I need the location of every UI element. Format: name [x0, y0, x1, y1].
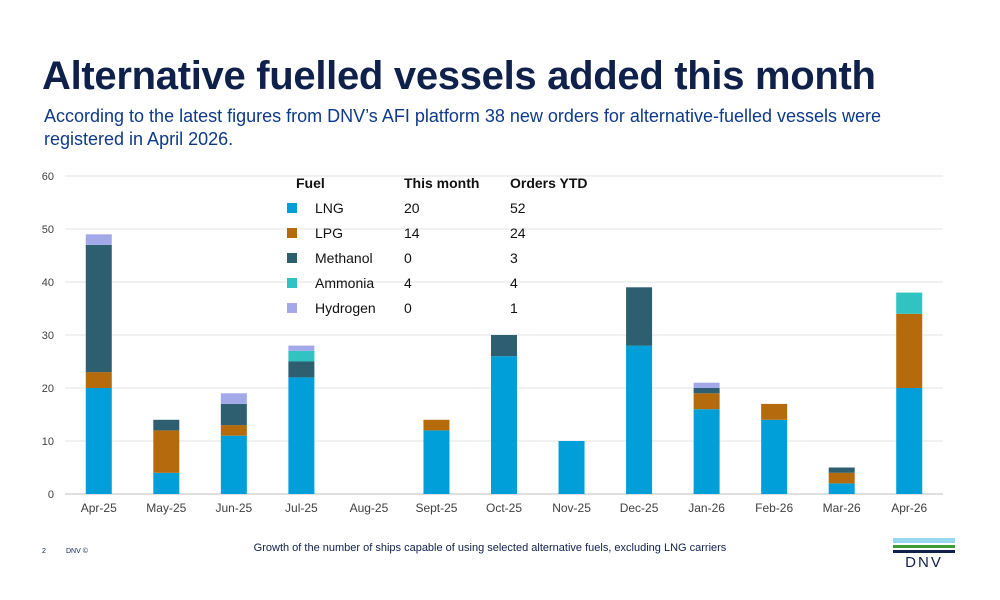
y-tick-label: 50	[42, 224, 54, 236]
legend-swatch	[287, 203, 297, 213]
legend-swatch	[287, 278, 297, 288]
y-tick-label: 40	[42, 277, 54, 289]
legend-header: Orders YTD	[510, 175, 588, 191]
bars	[85, 234, 923, 494]
y-tick-label: 30	[42, 330, 54, 342]
page-subtitle: According to the latest figures from DNV…	[44, 106, 882, 149]
legend-fuel: LNG	[315, 200, 344, 216]
bar-segment	[288, 361, 315, 378]
bar-segment	[153, 430, 180, 473]
bar-segment	[693, 409, 720, 494]
bar-segment	[220, 393, 247, 404]
x-tick-label: Apr-25	[81, 501, 117, 515]
x-tick-label: Oct-25	[486, 501, 522, 515]
x-tick-label: Jan-26	[688, 501, 725, 515]
bar-segment	[288, 350, 315, 362]
bar-segment	[220, 425, 247, 436]
page-title: Alternative fuelled vessels added this m…	[42, 54, 876, 98]
bar-segment	[288, 345, 315, 351]
bar-segment	[85, 388, 112, 494]
bar-segment	[85, 234, 112, 245]
bar-segment	[423, 419, 450, 431]
x-tick-label: Mar-26	[823, 501, 861, 515]
legend-fuel: Ammonia	[315, 275, 374, 291]
x-tick-label: Aug-25	[350, 501, 389, 515]
bar-segment	[828, 483, 855, 494]
legend-ytd: 52	[510, 200, 526, 216]
legend-this-month: 0	[404, 300, 412, 316]
legend-ytd: 24	[510, 225, 526, 241]
x-tick-label: Jul-25	[285, 501, 318, 515]
legend-fuel: Hydrogen	[315, 300, 376, 316]
bar-segment	[626, 287, 653, 346]
bar-segment	[85, 244, 112, 373]
bar-segment	[288, 377, 315, 494]
bar-segment	[693, 393, 720, 410]
chart-caption: Growth of the number of ships capable of…	[253, 542, 727, 554]
bar-segment	[693, 382, 720, 388]
logo-stripe-light	[893, 538, 955, 543]
copyright-text: DNV ©	[66, 548, 88, 555]
bar-segment	[896, 313, 923, 388]
logo-stripe-dark	[893, 550, 955, 553]
bar-segment	[491, 356, 517, 494]
y-tick-label: 60	[42, 171, 54, 183]
page-number: 2	[42, 548, 46, 555]
legend-swatch	[287, 228, 297, 238]
x-tick-label: May-25	[146, 501, 186, 515]
y-tick-label: 0	[48, 489, 54, 501]
legend-swatch	[287, 253, 297, 263]
y-tick-label: 20	[42, 383, 54, 395]
x-tick-label: Nov-25	[552, 501, 591, 515]
x-tick-label: Jun-25	[215, 501, 252, 515]
bar-segment	[423, 430, 450, 494]
legend-header: Fuel	[296, 175, 325, 191]
bar-segment	[896, 292, 923, 314]
bar-segment	[761, 403, 788, 420]
x-tick-label: Feb-26	[755, 501, 793, 515]
bar-segment	[491, 335, 517, 357]
bar-segment	[761, 419, 788, 494]
legend-ytd: 4	[510, 275, 518, 291]
bar-segment	[558, 441, 585, 494]
bar-segment	[626, 345, 653, 494]
bar-segment	[828, 472, 855, 484]
logo-text: DNV	[905, 554, 943, 571]
legend-this-month: 4	[404, 275, 412, 291]
x-tick-label: Apr-26	[891, 501, 927, 515]
bar-segment	[220, 435, 247, 494]
bar-segment	[153, 419, 180, 431]
legend-fuel: LPG	[315, 225, 343, 241]
bar-segment	[828, 467, 855, 473]
legend-header: This month	[404, 175, 479, 191]
legend-ytd: 3	[510, 250, 518, 266]
x-axis-ticks: Apr-25 May-25 Jun-25 Jul-25 Aug-25 Sept-25 Oct…	[81, 501, 928, 515]
x-tick-label: Sept-25	[415, 501, 457, 515]
legend-this-month: 0	[404, 250, 412, 266]
bar-segment	[896, 388, 923, 494]
y-tick-label: 10	[42, 436, 54, 448]
bar-segment	[153, 472, 180, 494]
legend-fuel: Methanol	[315, 250, 373, 266]
legend-this-month: 14	[404, 225, 420, 241]
bar-segment	[220, 403, 247, 426]
y-axis-ticks: 0 10 20 30 40 50 60	[42, 171, 54, 501]
logo-stripe-green	[893, 545, 955, 548]
legend-ytd: 1	[510, 300, 518, 316]
legend-this-month: 20	[404, 200, 420, 216]
dnv-logo: DNV	[893, 538, 955, 572]
legend-swatch	[287, 303, 297, 313]
bar-segment	[693, 388, 720, 394]
x-tick-label: Dec-25	[620, 501, 659, 515]
bar-segment	[85, 372, 112, 388]
